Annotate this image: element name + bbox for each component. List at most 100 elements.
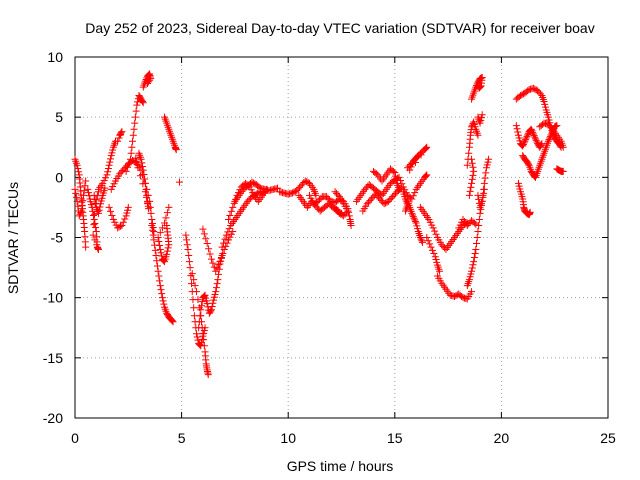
data-point bbox=[74, 165, 82, 173]
data-point bbox=[342, 209, 350, 217]
data-point bbox=[409, 192, 417, 200]
data-point bbox=[311, 199, 319, 207]
data-point bbox=[296, 183, 304, 191]
data-point bbox=[119, 218, 127, 226]
data-point bbox=[206, 250, 214, 258]
data-point bbox=[214, 276, 222, 284]
data-point bbox=[315, 196, 323, 204]
data-point bbox=[380, 200, 388, 208]
data-point bbox=[544, 137, 552, 145]
data-point bbox=[310, 200, 318, 208]
data-point bbox=[546, 122, 554, 130]
data-point bbox=[529, 84, 537, 92]
data-point bbox=[149, 231, 157, 239]
data-point bbox=[527, 125, 535, 133]
data-point bbox=[546, 132, 554, 140]
data-point bbox=[91, 236, 99, 244]
data-point bbox=[125, 159, 133, 167]
x-tick-label: 10 bbox=[280, 430, 296, 446]
data-point bbox=[409, 211, 417, 219]
data-point bbox=[80, 187, 88, 195]
data-point bbox=[411, 216, 419, 224]
data-point bbox=[184, 246, 192, 254]
data-point bbox=[514, 128, 522, 136]
data-point bbox=[131, 119, 139, 127]
data-point bbox=[535, 88, 543, 96]
data-point bbox=[513, 125, 521, 133]
series-arc-y bbox=[306, 191, 355, 229]
y-tick-label: -10 bbox=[43, 290, 63, 306]
data-point bbox=[521, 137, 529, 145]
data-point bbox=[524, 87, 532, 95]
y-tick-label: -15 bbox=[43, 350, 63, 366]
data-point bbox=[553, 122, 561, 130]
data-point bbox=[205, 245, 213, 253]
data-point bbox=[116, 131, 124, 139]
data-point bbox=[474, 227, 482, 235]
data-point bbox=[470, 258, 478, 266]
data-point bbox=[132, 154, 140, 162]
data-point bbox=[165, 203, 173, 211]
data-point bbox=[139, 180, 147, 188]
data-point bbox=[297, 182, 305, 190]
data-point bbox=[429, 224, 437, 232]
series-arc-am bbox=[463, 118, 482, 169]
data-point bbox=[476, 83, 484, 91]
data-point bbox=[382, 199, 390, 207]
data-point bbox=[413, 153, 421, 161]
data-point bbox=[209, 259, 217, 267]
data-point bbox=[107, 207, 115, 215]
data-point bbox=[226, 211, 234, 219]
data-point bbox=[395, 173, 403, 181]
data-point bbox=[418, 237, 426, 245]
data-point bbox=[156, 277, 164, 285]
data-point bbox=[532, 135, 540, 143]
data-point bbox=[392, 175, 400, 183]
data-point bbox=[436, 267, 444, 275]
series-arc-d bbox=[90, 184, 109, 217]
data-point bbox=[73, 197, 81, 205]
data-point bbox=[142, 193, 150, 201]
data-point bbox=[470, 219, 478, 227]
series-arc-av bbox=[536, 119, 567, 151]
data-point bbox=[417, 151, 425, 159]
data-point bbox=[522, 134, 530, 142]
data-point bbox=[458, 292, 466, 300]
data-point bbox=[465, 149, 473, 157]
data-point bbox=[391, 169, 399, 177]
data-point bbox=[398, 180, 406, 188]
data-point bbox=[94, 209, 102, 217]
data-point bbox=[529, 130, 537, 138]
data-point bbox=[465, 191, 473, 199]
data-point bbox=[518, 91, 526, 99]
data-point bbox=[255, 183, 263, 191]
data-point bbox=[183, 241, 191, 249]
axis-ticks: 0 5 10 15 20 25 -20 -15 -10 -5 0 5 10 bbox=[43, 49, 616, 446]
data-point bbox=[473, 234, 481, 241]
series-arc-ao bbox=[468, 73, 486, 103]
data-point bbox=[124, 163, 132, 171]
data-point bbox=[132, 107, 140, 115]
y-tick-label: -5 bbox=[51, 230, 64, 246]
data-point bbox=[409, 160, 417, 168]
data-point bbox=[150, 227, 158, 235]
data-point bbox=[410, 156, 418, 164]
data-point bbox=[164, 244, 172, 252]
data-point bbox=[248, 178, 256, 186]
data-point bbox=[72, 193, 80, 201]
data-point bbox=[333, 189, 341, 197]
series-arc-l bbox=[148, 221, 177, 326]
data-point bbox=[294, 185, 302, 193]
data-point bbox=[362, 184, 370, 192]
data-point bbox=[89, 231, 97, 239]
data-point bbox=[121, 215, 129, 223]
data-point bbox=[474, 191, 482, 199]
data-point bbox=[200, 342, 208, 350]
data-point bbox=[158, 255, 166, 263]
data-point bbox=[479, 193, 487, 201]
data-point bbox=[185, 258, 193, 266]
data-point bbox=[421, 145, 429, 153]
data-point bbox=[207, 306, 215, 314]
data-point bbox=[115, 134, 123, 142]
data-point bbox=[75, 168, 83, 176]
